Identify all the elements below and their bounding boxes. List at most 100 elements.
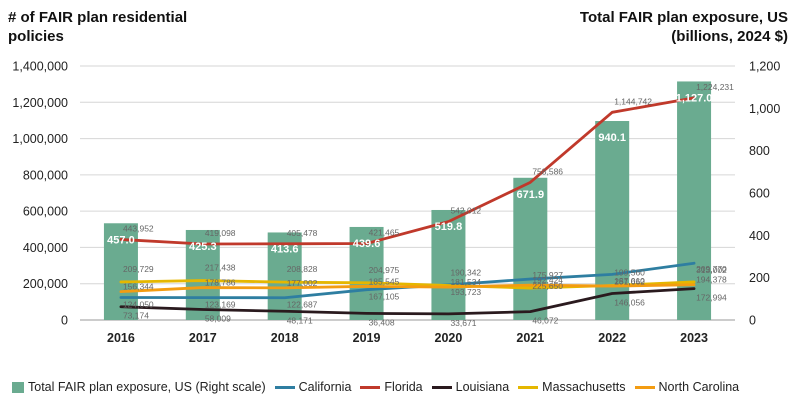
florida-data-label: 405,478 [287,228,318,238]
legend-label: California [298,380,352,394]
exposure-bar-label: 940.1 [598,132,626,144]
california-data-label: 313,002 [696,265,727,275]
california-data-label: 124,050 [123,299,154,309]
left-tick-label: 1,000,000 [12,132,68,146]
exposure-bar-label: 1,127.0 [676,92,713,104]
legend-swatch [431,385,452,389]
exposure-bar-label: 671.9 [517,189,545,201]
legend-label: North Carolina [658,380,740,394]
massachusetts-data-label: 209,729 [123,264,154,274]
california-data-label: 122,687 [287,300,318,310]
exposure-bar [431,209,466,320]
legend-item: Louisiana [431,380,510,394]
legend-item: Total FAIR plan exposure, US (Right scal… [12,380,266,394]
louisiana-data-label: 172,994 [696,293,727,303]
x-tick-label: 2018 [271,331,299,345]
florida-data-label: 419,098 [205,228,236,238]
legend-label: Florida [384,380,423,394]
right-tick-label: 400 [749,229,770,243]
x-tick-label: 2020 [435,331,463,345]
north-carolina-data-label: 181,534 [450,277,481,287]
north-carolina-data-label: 192,424 [532,275,563,285]
left-tick-label: 1,200,000 [12,96,68,110]
exposure-bar [267,232,302,320]
north-carolina-data-label: 177,002 [287,278,318,288]
x-tick-label: 2017 [189,331,217,345]
north-carolina-data-label: 178,786 [205,278,236,288]
florida-data-label: 758,586 [532,166,563,176]
right-tick-label: 600 [749,187,770,201]
florida-data-label: 1,144,742 [614,96,652,106]
louisiana-data-label: 46,072 [532,316,558,326]
california-data-label: 225,650 [532,281,563,291]
exposure-bar-label: 439.6 [353,238,381,250]
florida-data-label: 1,224,231 [696,82,734,92]
massachusetts-data-label: 217,438 [205,263,236,273]
left-axis-title: # of FAIR plan residential policies [8,9,188,45]
florida-data-label: 421,465 [369,228,400,238]
right-tick-label: 0 [749,314,756,328]
louisiana-data-label: 73,174 [123,311,149,321]
louisiana-data-label: 48,171 [287,315,313,325]
florida-data-label: 542,012 [450,206,481,216]
left-tick-label: 400,000 [23,241,68,255]
right-tick-label: 1,000 [749,102,780,116]
legend-item: North Carolina [634,380,740,394]
exposure-bar-label: 425.3 [189,241,217,253]
right-tick-label: 200 [749,271,770,285]
north-carolina-data-label: 187,010 [614,276,645,286]
louisiana-data-label: 36,408 [369,317,395,327]
louisiana-data-label: 146,056 [614,298,645,308]
legend-swatch [518,385,539,389]
legend-item: California [274,380,352,394]
legend-swatch [634,385,655,389]
exposure-bar-label: 519.8 [435,221,463,233]
right-axis-title: Total FAIR plan exposure, US (billions, … [579,9,788,45]
legend-swatch [12,381,24,393]
left-tick-label: 800,000 [23,168,68,182]
legend-swatch [360,385,381,389]
north-carolina-data-label: 156,344 [123,282,154,292]
florida-data-label: 443,952 [123,223,154,233]
massachusetts-data-label: 199,560 [614,268,645,278]
exposure-bar-label: 457.0 [107,234,135,246]
exposure-bar [595,121,630,320]
california-data-label: 123,169 [205,300,236,310]
left-tick-label: 1,400,000 [12,60,68,74]
x-tick-label: 2019 [353,331,381,345]
legend-label: Total FAIR plan exposure, US (Right scal… [28,380,266,394]
left-tick-label: 0 [61,314,68,328]
louisiana-data-label: 58,009 [205,313,231,323]
massachusetts-data-label: 208,828 [287,264,318,274]
california-data-label: 193,723 [450,287,481,297]
right-tick-label: 1,200 [749,60,780,74]
left-tick-label: 200,000 [23,277,68,291]
louisiana-line [119,287,696,316]
x-tick-label: 2023 [680,331,708,345]
louisiana-data-label: 33,671 [450,318,476,328]
massachusetts-data-label: 190,342 [450,267,481,277]
exposure-bar-label: 413.6 [271,243,299,255]
legend-item: Florida [360,380,423,394]
legend: Total FAIR plan exposure, US (Right scal… [12,376,792,398]
florida-line [119,96,696,246]
north-carolina-data-label: 185,545 [369,276,400,286]
left-tick-label: 600,000 [23,205,68,219]
legend-label: Louisiana [455,380,510,394]
massachusetts-data-label: 204,975 [369,265,400,275]
massachusetts-data-label: 209,770 [696,264,727,274]
legend-item: Massachusetts [518,380,626,394]
exposure-bar [513,177,548,320]
california-data-label: 167,105 [369,292,400,302]
x-tick-label: 2022 [598,331,626,345]
legend-swatch [274,385,295,389]
x-tick-label: 2021 [516,331,544,345]
legend-label: Massachusetts [542,380,626,394]
california-data-label: 251,662 [614,276,645,286]
exposure-bar [677,81,712,321]
massachusetts-data-label: 175,927 [532,270,563,280]
right-tick-label: 800 [749,144,770,158]
north-carolina-line [119,283,696,294]
x-tick-label: 2016 [107,331,135,345]
